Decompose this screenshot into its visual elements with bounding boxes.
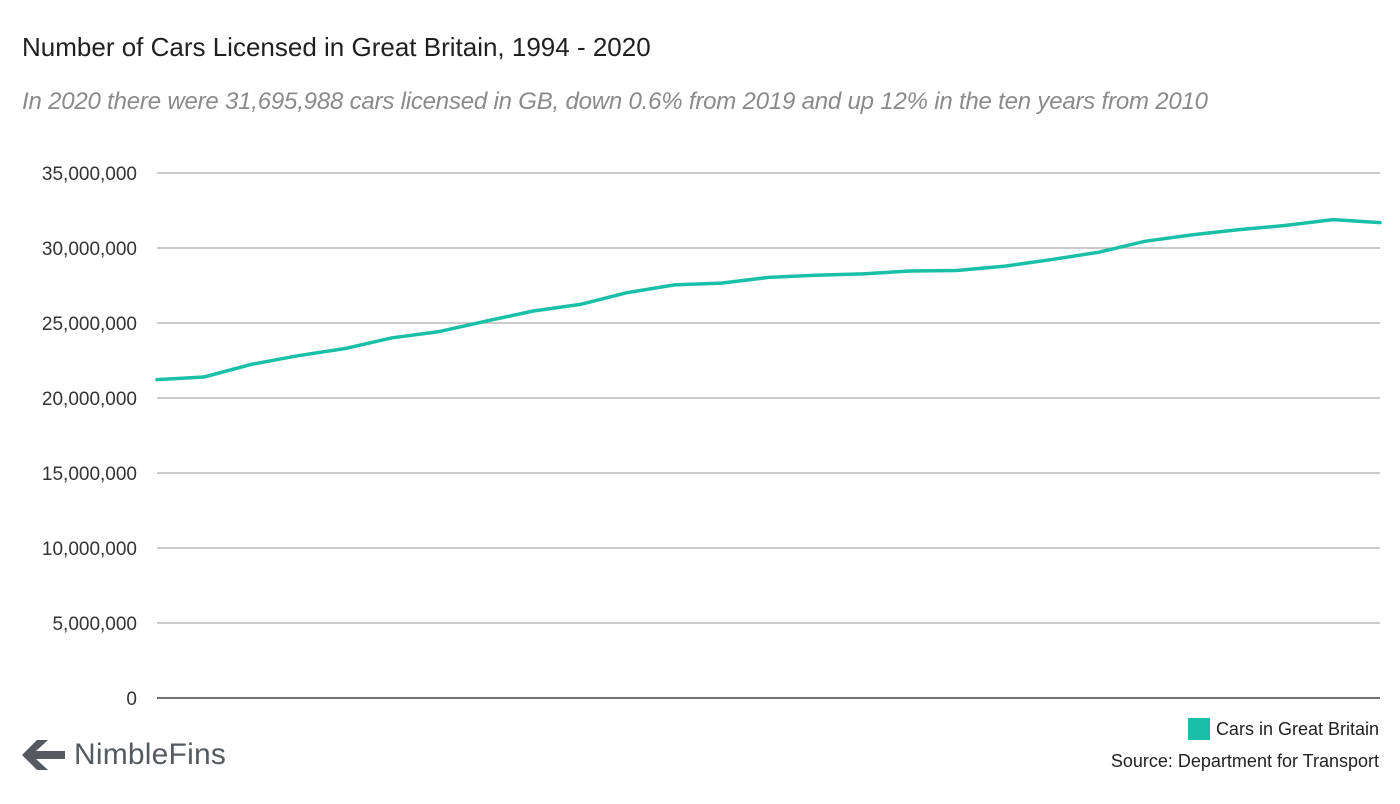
series-line-cars-in-great-britain: [155, 217, 1382, 382]
y-tick-label: 5,000,000: [52, 614, 137, 635]
gridlines: [157, 172, 1380, 624]
chart-title: Number of Cars Licensed in Great Britain…: [22, 32, 651, 62]
fin-arrow-icon: [22, 740, 65, 770]
source-note: Source: Department for Transport: [1110, 751, 1379, 771]
y-tick-label: 30,000,000: [42, 239, 137, 260]
y-tick-label: 0: [126, 689, 137, 710]
y-tick-label: 10,000,000: [42, 539, 137, 560]
legend: Cars in Great Britain: [1187, 718, 1379, 740]
legend-swatch: [1187, 718, 1210, 740]
y-tick-label: 20,000,000: [42, 389, 137, 410]
series-layer: [155, 217, 1382, 382]
y-tick-label: 15,000,000: [42, 464, 137, 485]
brand-logo: NimbleFins: [22, 738, 226, 772]
y-tick-label: 35,000,000: [42, 164, 137, 185]
y-tick-label: 25,000,000: [42, 314, 137, 335]
y-axis-tick-labels: 0 5,000,000 10,000,000 15,000,000 20,000,000…: [42, 164, 137, 710]
chart-subtitle: In 2020 there were 31,695,988 cars licen…: [22, 88, 1208, 115]
brand-name: NimbleFins: [74, 738, 227, 771]
legend-label: Cars in Great Britain: [1215, 718, 1379, 739]
